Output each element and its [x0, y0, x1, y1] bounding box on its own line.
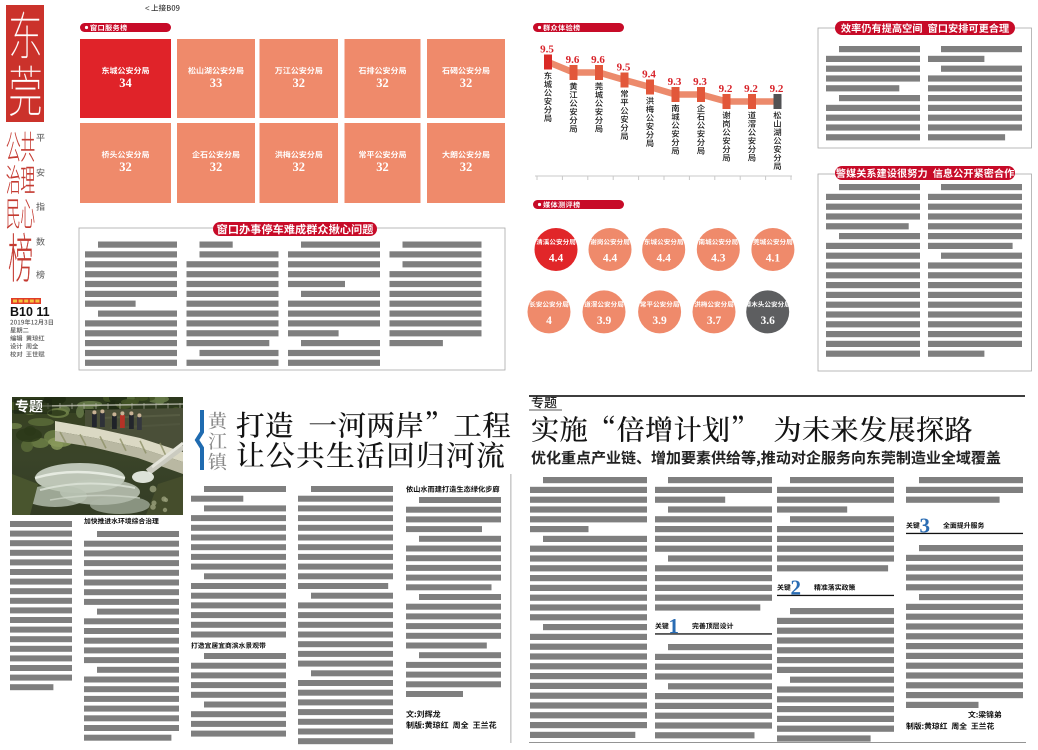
svg-text:32: 32 — [119, 160, 132, 174]
svg-text:3.9: 3.9 — [652, 315, 667, 327]
svg-text:4.1: 4.1 — [766, 253, 781, 265]
svg-text:9.6: 9.6 — [591, 54, 605, 66]
svg-text:B10 11: B10 11 — [10, 305, 50, 319]
svg-text:9.2: 9.2 — [744, 83, 758, 95]
svg-text:9.3: 9.3 — [693, 76, 707, 88]
svg-text:32: 32 — [376, 76, 389, 90]
svg-text:4.4: 4.4 — [603, 253, 618, 265]
svg-text:<: < — [145, 4, 150, 13]
svg-text:9.2: 9.2 — [719, 83, 733, 95]
svg-text:33: 33 — [210, 76, 223, 90]
svg-text:9.4: 9.4 — [642, 69, 656, 81]
svg-text:32: 32 — [460, 160, 473, 174]
svg-text:3.9: 3.9 — [597, 315, 612, 327]
svg-text:32: 32 — [210, 160, 223, 174]
svg-text:2: 2 — [791, 576, 802, 600]
svg-text:32: 32 — [293, 160, 306, 174]
svg-text:4.3: 4.3 — [711, 253, 726, 265]
svg-text:32: 32 — [460, 76, 473, 90]
svg-text:4: 4 — [546, 315, 552, 327]
svg-text:9.6: 9.6 — [566, 54, 580, 66]
svg-text:32: 32 — [293, 76, 306, 90]
svg-text:4.4: 4.4 — [657, 253, 672, 265]
svg-text:4.4: 4.4 — [549, 253, 564, 265]
svg-text:34: 34 — [119, 76, 132, 90]
svg-text:9.2: 9.2 — [770, 83, 784, 95]
svg-text:9.5: 9.5 — [540, 44, 554, 56]
svg-text:9.5: 9.5 — [617, 62, 631, 74]
svg-text:9.3: 9.3 — [668, 76, 682, 88]
svg-text:32: 32 — [376, 160, 389, 174]
svg-text:3.7: 3.7 — [707, 315, 722, 327]
svg-text:3: 3 — [920, 514, 931, 538]
svg-text:1: 1 — [669, 614, 680, 638]
svg-text:3.6: 3.6 — [761, 315, 776, 327]
